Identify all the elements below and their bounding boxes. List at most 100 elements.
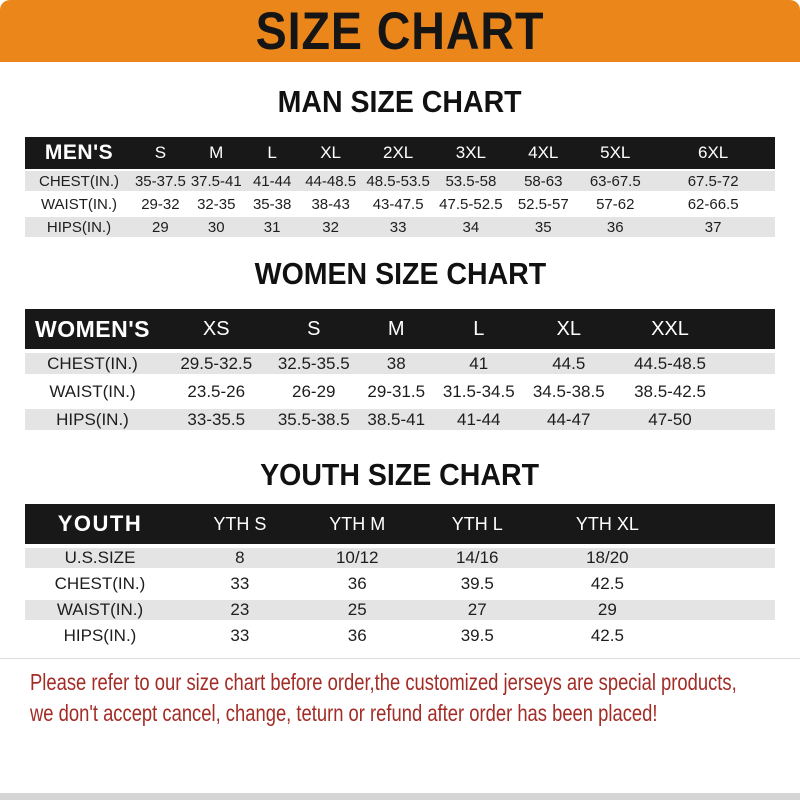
size-header-cell: 4XL xyxy=(507,137,580,171)
size-header-cell: XL xyxy=(299,137,362,171)
spacer-cell xyxy=(669,600,775,626)
value-cell: 23.5-26 xyxy=(160,381,273,409)
row-label-cell: WAIST(IN.) xyxy=(25,194,133,217)
value-cell: 35-38 xyxy=(244,194,300,217)
youth-table-body: U.S.SIZE 8 10/12 14/16 18/20 CHEST(IN.) 33 36 39… xyxy=(25,548,775,652)
value-cell: 62-66.5 xyxy=(651,194,775,217)
size-header-cell: YTH M xyxy=(304,504,410,548)
men-table-body: CHEST(IN.) 35-37.5 37.5-41 41-44 44-48.5 48.5… xyxy=(25,171,775,240)
value-cell: 42.5 xyxy=(544,626,670,652)
table-row: HIPS(IN.) 33-35.5 35.5-38.5 38.5-41 41-44 44-… xyxy=(25,409,775,437)
youth-section: YOUTH SIZE CHART YOUTH YTH S YTH M YTH L YTH… xyxy=(0,458,800,652)
value-cell: 38.5-42.5 xyxy=(617,381,723,409)
value-cell: 38.5-41 xyxy=(355,409,438,437)
value-cell: 41-44 xyxy=(437,409,520,437)
value-cell: 41 xyxy=(437,353,520,381)
value-cell: 36 xyxy=(579,217,652,240)
value-cell: 57-62 xyxy=(579,194,652,217)
value-cell: 29-32 xyxy=(133,194,188,217)
row-label-cell: CHEST(IN.) xyxy=(25,171,133,194)
youth-section-heading-text: YOUTH SIZE CHART xyxy=(260,457,540,492)
value-cell: 33-35.5 xyxy=(160,409,273,437)
row-label-cell: WAIST(IN.) xyxy=(25,381,160,409)
spacer-cell xyxy=(722,309,775,353)
value-cell: 35.5-38.5 xyxy=(272,409,355,437)
youth-section-heading: YOUTH SIZE CHART xyxy=(0,458,800,491)
value-cell: 52.5-57 xyxy=(507,194,580,217)
size-header-cell: 2XL xyxy=(361,137,435,171)
table-title-cell: YOUTH xyxy=(25,504,175,548)
value-cell: 48.5-53.5 xyxy=(361,171,435,194)
value-cell: 31.5-34.5 xyxy=(437,381,520,409)
value-cell: 32.5-35.5 xyxy=(272,353,355,381)
value-cell: 36 xyxy=(304,574,410,600)
size-header-cell: 3XL xyxy=(434,137,508,171)
women-section-heading-text: WOMEN SIZE CHART xyxy=(254,256,546,291)
row-label-cell: HIPS(IN.) xyxy=(25,217,133,240)
value-cell: 14/16 xyxy=(409,548,545,574)
row-label-cell: HIPS(IN.) xyxy=(25,626,175,652)
value-cell: 39.5 xyxy=(409,574,545,600)
value-cell: 27 xyxy=(409,600,545,626)
men-section-heading-text: MAN SIZE CHART xyxy=(277,84,523,119)
table-header-row: MEN'S S M L XL 2XL 3XL 4XL 5XL 6XL xyxy=(25,137,775,171)
size-header-cell: 5XL xyxy=(579,137,652,171)
value-cell: 37.5-41 xyxy=(187,171,245,194)
table-row: WAIST(IN.) 29-32 32-35 35-38 38-43 43-47.5 47.… xyxy=(25,194,775,217)
value-cell: 32 xyxy=(299,217,362,240)
banner-title: SIZE CHART xyxy=(255,1,545,61)
value-cell: 44.5 xyxy=(520,353,618,381)
value-cell: 35 xyxy=(507,217,580,240)
youth-size-table: YOUTH YTH S YTH M YTH L YTH XL U.S.SIZE 8 10/1… xyxy=(25,504,775,652)
men-table-header: MEN'S S M L XL 2XL 3XL 4XL 5XL 6XL xyxy=(25,137,775,171)
spacer-cell xyxy=(669,504,775,548)
value-cell: 29-31.5 xyxy=(355,381,438,409)
value-cell: 43-47.5 xyxy=(361,194,435,217)
size-header-cell: YTH L xyxy=(409,504,545,548)
size-chart-banner: SIZE CHART xyxy=(0,0,800,62)
value-cell: 32-35 xyxy=(187,194,245,217)
men-section-heading: MAN SIZE CHART xyxy=(0,85,800,118)
women-table-header: WOMEN'S XS S M L XL XXL xyxy=(25,309,775,353)
spacer-cell xyxy=(669,626,775,652)
row-label-cell: CHEST(IN.) xyxy=(25,574,175,600)
value-cell: 44.5-48.5 xyxy=(617,353,723,381)
youth-table-header: YOUTH YTH S YTH M YTH L YTH XL xyxy=(25,504,775,548)
size-header-cell: YTH S xyxy=(175,504,305,548)
value-cell: 25 xyxy=(304,600,410,626)
value-cell: 29 xyxy=(133,217,188,240)
order-note-line2: we don't accept cancel, change, teturn o… xyxy=(30,700,658,726)
order-note-line1: Please refer to our size chart before or… xyxy=(30,669,737,695)
value-cell: 47.5-52.5 xyxy=(434,194,508,217)
value-cell: 44-48.5 xyxy=(299,171,362,194)
row-label-cell: CHEST(IN.) xyxy=(25,353,160,381)
row-label-cell: HIPS(IN.) xyxy=(25,409,160,437)
value-cell: 63-67.5 xyxy=(579,171,652,194)
value-cell: 34.5-38.5 xyxy=(520,381,618,409)
men-section: MAN SIZE CHART MEN'S S M L XL 2XL 3XL 4XL 5XL 6XL… xyxy=(0,85,800,240)
bottom-strip xyxy=(0,793,800,800)
spacer-cell xyxy=(722,353,775,381)
value-cell: 18/20 xyxy=(544,548,670,574)
value-cell: 10/12 xyxy=(304,548,410,574)
row-label-cell: WAIST(IN.) xyxy=(25,600,175,626)
table-row: U.S.SIZE 8 10/12 14/16 18/20 xyxy=(25,548,775,574)
size-header-cell: XS xyxy=(160,309,273,353)
row-label-cell: U.S.SIZE xyxy=(25,548,175,574)
value-cell: 38-43 xyxy=(299,194,362,217)
order-note: Please refer to our size chart before or… xyxy=(0,658,800,729)
size-header-cell: L xyxy=(244,137,300,171)
spacer-cell xyxy=(669,548,775,574)
value-cell: 37 xyxy=(651,217,775,240)
table-row: WAIST(IN.) 23.5-26 26-29 29-31.5 31.5-34.5 34… xyxy=(25,381,775,409)
women-table-body: CHEST(IN.) 29.5-32.5 32.5-35.5 38 41 44.5 44.5… xyxy=(25,353,775,437)
size-header-cell: YTH XL xyxy=(544,504,670,548)
table-header-row: YOUTH YTH S YTH M YTH L YTH XL xyxy=(25,504,775,548)
value-cell: 29.5-32.5 xyxy=(160,353,273,381)
size-header-cell: S xyxy=(272,309,355,353)
women-size-table: WOMEN'S XS S M L XL XXL CHEST(IN.) 29.5-32.5 32.… xyxy=(25,309,775,437)
value-cell: 30 xyxy=(187,217,245,240)
table-title-cell: WOMEN'S xyxy=(25,309,160,353)
table-row: CHEST(IN.) 29.5-32.5 32.5-35.5 38 41 44.5 44.5… xyxy=(25,353,775,381)
value-cell: 29 xyxy=(544,600,670,626)
